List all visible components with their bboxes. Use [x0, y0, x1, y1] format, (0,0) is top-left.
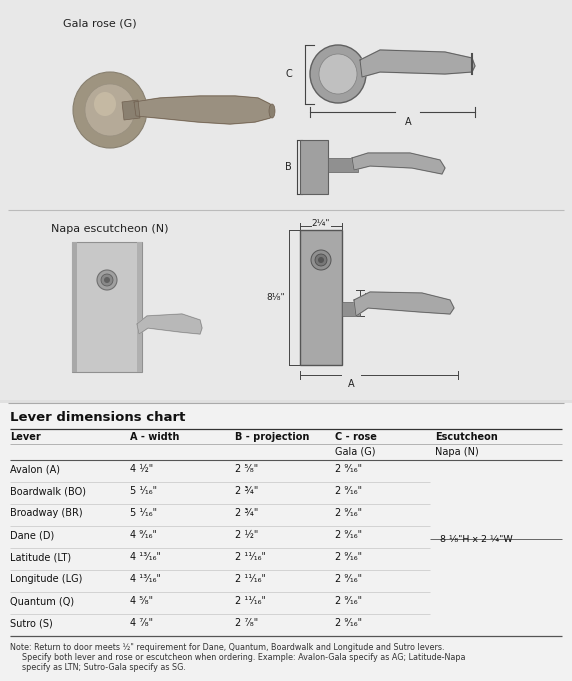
Text: B: B: [285, 162, 292, 172]
Ellipse shape: [310, 45, 366, 103]
Text: Dane (D): Dane (D): [10, 530, 54, 540]
Ellipse shape: [73, 72, 147, 148]
Text: 2 ⁹⁄₁₆": 2 ⁹⁄₁₆": [335, 486, 362, 496]
Text: 2 ⁹⁄₁₆": 2 ⁹⁄₁₆": [335, 464, 362, 474]
Text: specify as LTN; Sutro-Gala specify as SG.: specify as LTN; Sutro-Gala specify as SG…: [22, 663, 186, 672]
Text: 4 ½": 4 ½": [130, 464, 153, 474]
Text: 4 ¹³⁄₁₆": 4 ¹³⁄₁₆": [130, 552, 161, 562]
Text: Note: Return to door meets ½" requirement for Dane, Quantum, Boardwalk and Longi: Note: Return to door meets ½" requiremen…: [10, 643, 444, 652]
Ellipse shape: [85, 84, 135, 136]
Circle shape: [97, 270, 117, 290]
Bar: [0, 403, 572, 681]
Text: Sutro (S): Sutro (S): [10, 618, 53, 628]
Ellipse shape: [269, 104, 275, 118]
Text: 2 ⁹⁄₁₆": 2 ⁹⁄₁₆": [335, 530, 362, 540]
Bar: [328, 158, 358, 172]
Text: Broadway (BR): Broadway (BR): [10, 508, 82, 518]
Text: 2 ⁷⁄₈": 2 ⁷⁄₈": [235, 618, 258, 628]
Circle shape: [104, 277, 110, 283]
Bar: [72, 242, 142, 372]
Polygon shape: [134, 96, 272, 124]
Text: 2¼": 2¼": [312, 219, 330, 227]
Bar: [72, 242, 77, 372]
Text: A - width: A - width: [130, 432, 180, 442]
Bar: [342, 302, 360, 316]
Circle shape: [315, 254, 327, 266]
Text: 2 ½": 2 ½": [235, 530, 259, 540]
Text: Specify both lever and rose or escutcheon when ordering. Example: Avalon-Gala sp: Specify both lever and rose or escutcheo…: [22, 653, 466, 662]
Circle shape: [318, 257, 324, 263]
Circle shape: [311, 250, 331, 270]
Text: 8 ¹⁄₈"H x 2 ¼"W: 8 ¹⁄₈"H x 2 ¼"W: [440, 535, 513, 543]
Text: 2 ¹¹⁄₁₆": 2 ¹¹⁄₁₆": [235, 596, 266, 606]
Text: 4 ⁹⁄₁₆": 4 ⁹⁄₁₆": [130, 530, 157, 540]
Text: Lever: Lever: [10, 432, 41, 442]
Text: 2 ¾": 2 ¾": [235, 508, 259, 518]
Bar: [137, 242, 142, 372]
Text: 2 ⁵⁄₈": 2 ⁵⁄₈": [235, 464, 258, 474]
Text: 5 ¹⁄₁₆": 5 ¹⁄₁₆": [130, 508, 157, 518]
Ellipse shape: [94, 92, 116, 116]
Text: C: C: [285, 69, 292, 79]
Text: 2 ⁹⁄₁₆": 2 ⁹⁄₁₆": [335, 552, 362, 562]
Bar: [300, 140, 328, 194]
Text: A: A: [348, 379, 354, 389]
Text: 4 ⁷⁄₈": 4 ⁷⁄₈": [130, 618, 153, 628]
Text: 4 ⁵⁄₈": 4 ⁵⁄₈": [130, 596, 153, 606]
Text: Longitude (LG): Longitude (LG): [10, 574, 82, 584]
Text: 2 ⁹⁄₁₆": 2 ⁹⁄₁₆": [335, 618, 362, 628]
Text: Avalon (A): Avalon (A): [10, 464, 60, 474]
Text: B - projection: B - projection: [235, 432, 309, 442]
Text: Gala rose (G): Gala rose (G): [63, 18, 137, 28]
Text: A: A: [404, 117, 411, 127]
Text: 5 ¹⁄₁₆": 5 ¹⁄₁₆": [130, 486, 157, 496]
Text: Lever dimensions chart: Lever dimensions chart: [10, 411, 185, 424]
Text: Napa (N): Napa (N): [435, 447, 479, 457]
Text: 2 ¹¹⁄₁₆": 2 ¹¹⁄₁₆": [235, 574, 266, 584]
Text: 4 ¹³⁄₁₆": 4 ¹³⁄₁₆": [130, 574, 161, 584]
Text: C - rose: C - rose: [335, 432, 377, 442]
Bar: [0, 0, 572, 400]
Text: Boardwalk (BO): Boardwalk (BO): [10, 486, 86, 496]
Text: Latitude (LT): Latitude (LT): [10, 552, 71, 562]
Text: B: B: [364, 293, 371, 303]
Text: Napa escutcheon (N): Napa escutcheon (N): [51, 224, 169, 234]
Ellipse shape: [319, 54, 357, 94]
Text: 8¹⁄₈": 8¹⁄₈": [267, 293, 285, 302]
Polygon shape: [360, 50, 475, 77]
Polygon shape: [352, 153, 445, 174]
Text: 2 ⁹⁄₁₆": 2 ⁹⁄₁₆": [335, 574, 362, 584]
Polygon shape: [137, 314, 202, 334]
Bar: [300, 230, 342, 365]
Text: 2 ⁹⁄₁₆": 2 ⁹⁄₁₆": [335, 508, 362, 518]
Text: Gala (G): Gala (G): [335, 447, 375, 457]
Text: Quantum (Q): Quantum (Q): [10, 596, 74, 606]
Text: Escutcheon: Escutcheon: [435, 432, 498, 442]
Polygon shape: [122, 100, 140, 120]
Polygon shape: [354, 292, 454, 316]
Text: 2 ⁹⁄₁₆": 2 ⁹⁄₁₆": [335, 596, 362, 606]
Text: 2 ¹¹⁄₁₆": 2 ¹¹⁄₁₆": [235, 552, 266, 562]
Text: 2 ¾": 2 ¾": [235, 486, 259, 496]
Circle shape: [101, 274, 113, 286]
